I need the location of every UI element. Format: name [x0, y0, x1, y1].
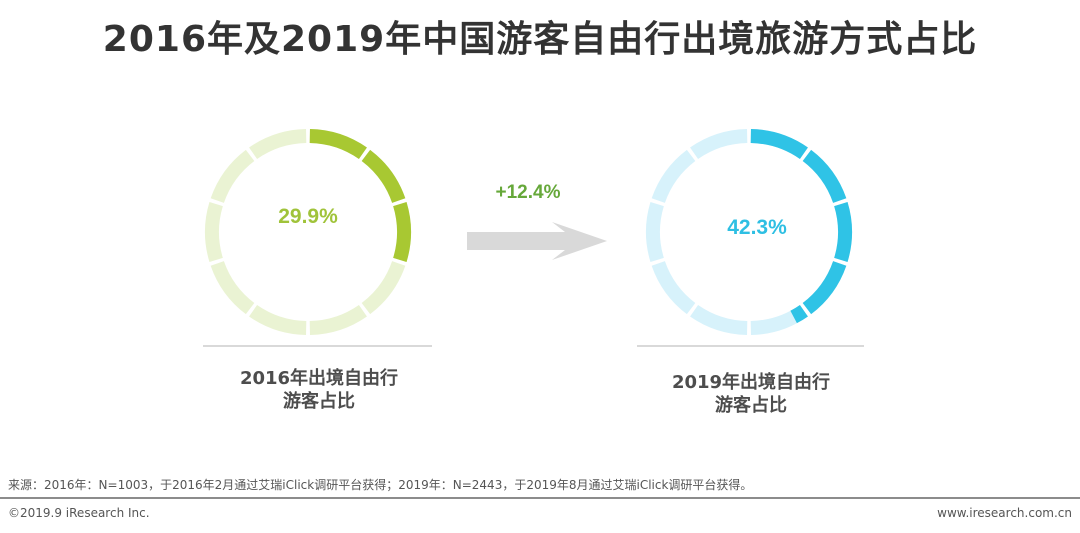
donut-2016-track-segment: [249, 304, 307, 335]
donut-2019-track-segment: [690, 304, 748, 335]
chart-title: 2016年及2019年中国游客自由行出境旅游方式占比: [102, 19, 978, 60]
donut-2016-track-segment: [361, 260, 406, 315]
donut-2019-value-segment: [750, 129, 808, 160]
value-label-2019: 42.3%: [727, 216, 787, 239]
donut-2019-value-segment: [834, 202, 852, 262]
category-label-2016-line2: 游客占比: [283, 391, 355, 412]
category-label-2016-line1: 2016年出境自由行: [239, 368, 399, 389]
source-note: 来源：2016年：N=1003，于2016年2月通过艾瑞iClick调研平台获得…: [8, 478, 753, 492]
donut-2019-track-segment: [646, 202, 664, 262]
category-label-2016: 2016年出境自由行 游客占比: [208, 367, 430, 413]
donut-2019-value-segment: [790, 304, 808, 324]
donut-2019-value-segment: [802, 149, 847, 204]
footer-divider: [0, 497, 1080, 499]
donut-2016-track-segment: [210, 149, 255, 204]
donut-2016-track-segment: [309, 304, 367, 335]
copyright-text: ©2019.9 iResearch Inc.: [8, 506, 150, 520]
donut-2016-track-segment: [249, 129, 307, 160]
donut-2019-track-segment: [651, 260, 696, 315]
donut-2019-track-segment: [690, 129, 748, 160]
change-label: +12.4%: [496, 182, 561, 203]
donut-2016-track-segment: [205, 202, 223, 262]
donut-2019: [646, 129, 852, 335]
value-label-2016: 29.9%: [278, 205, 338, 228]
category-label-2019-line1: 2019年出境自由行: [671, 372, 831, 393]
donut-2019-track-segment: [651, 149, 696, 204]
category-label-2019-line2: 游客占比: [715, 395, 787, 416]
category-label-2019: 2019年出境自由行 游客占比: [640, 371, 862, 417]
growth-arrow: [467, 222, 607, 260]
donut-2016: [205, 129, 411, 335]
donut-2016-track-segment: [210, 260, 255, 315]
website-link[interactable]: www.iresearch.com.cn: [937, 506, 1072, 520]
donut-2019-value-segment: [802, 260, 847, 315]
donut-2016-value-segment: [393, 202, 411, 262]
donut-2016-value-segment: [309, 129, 367, 160]
donut-2016-value-segment: [361, 149, 406, 204]
